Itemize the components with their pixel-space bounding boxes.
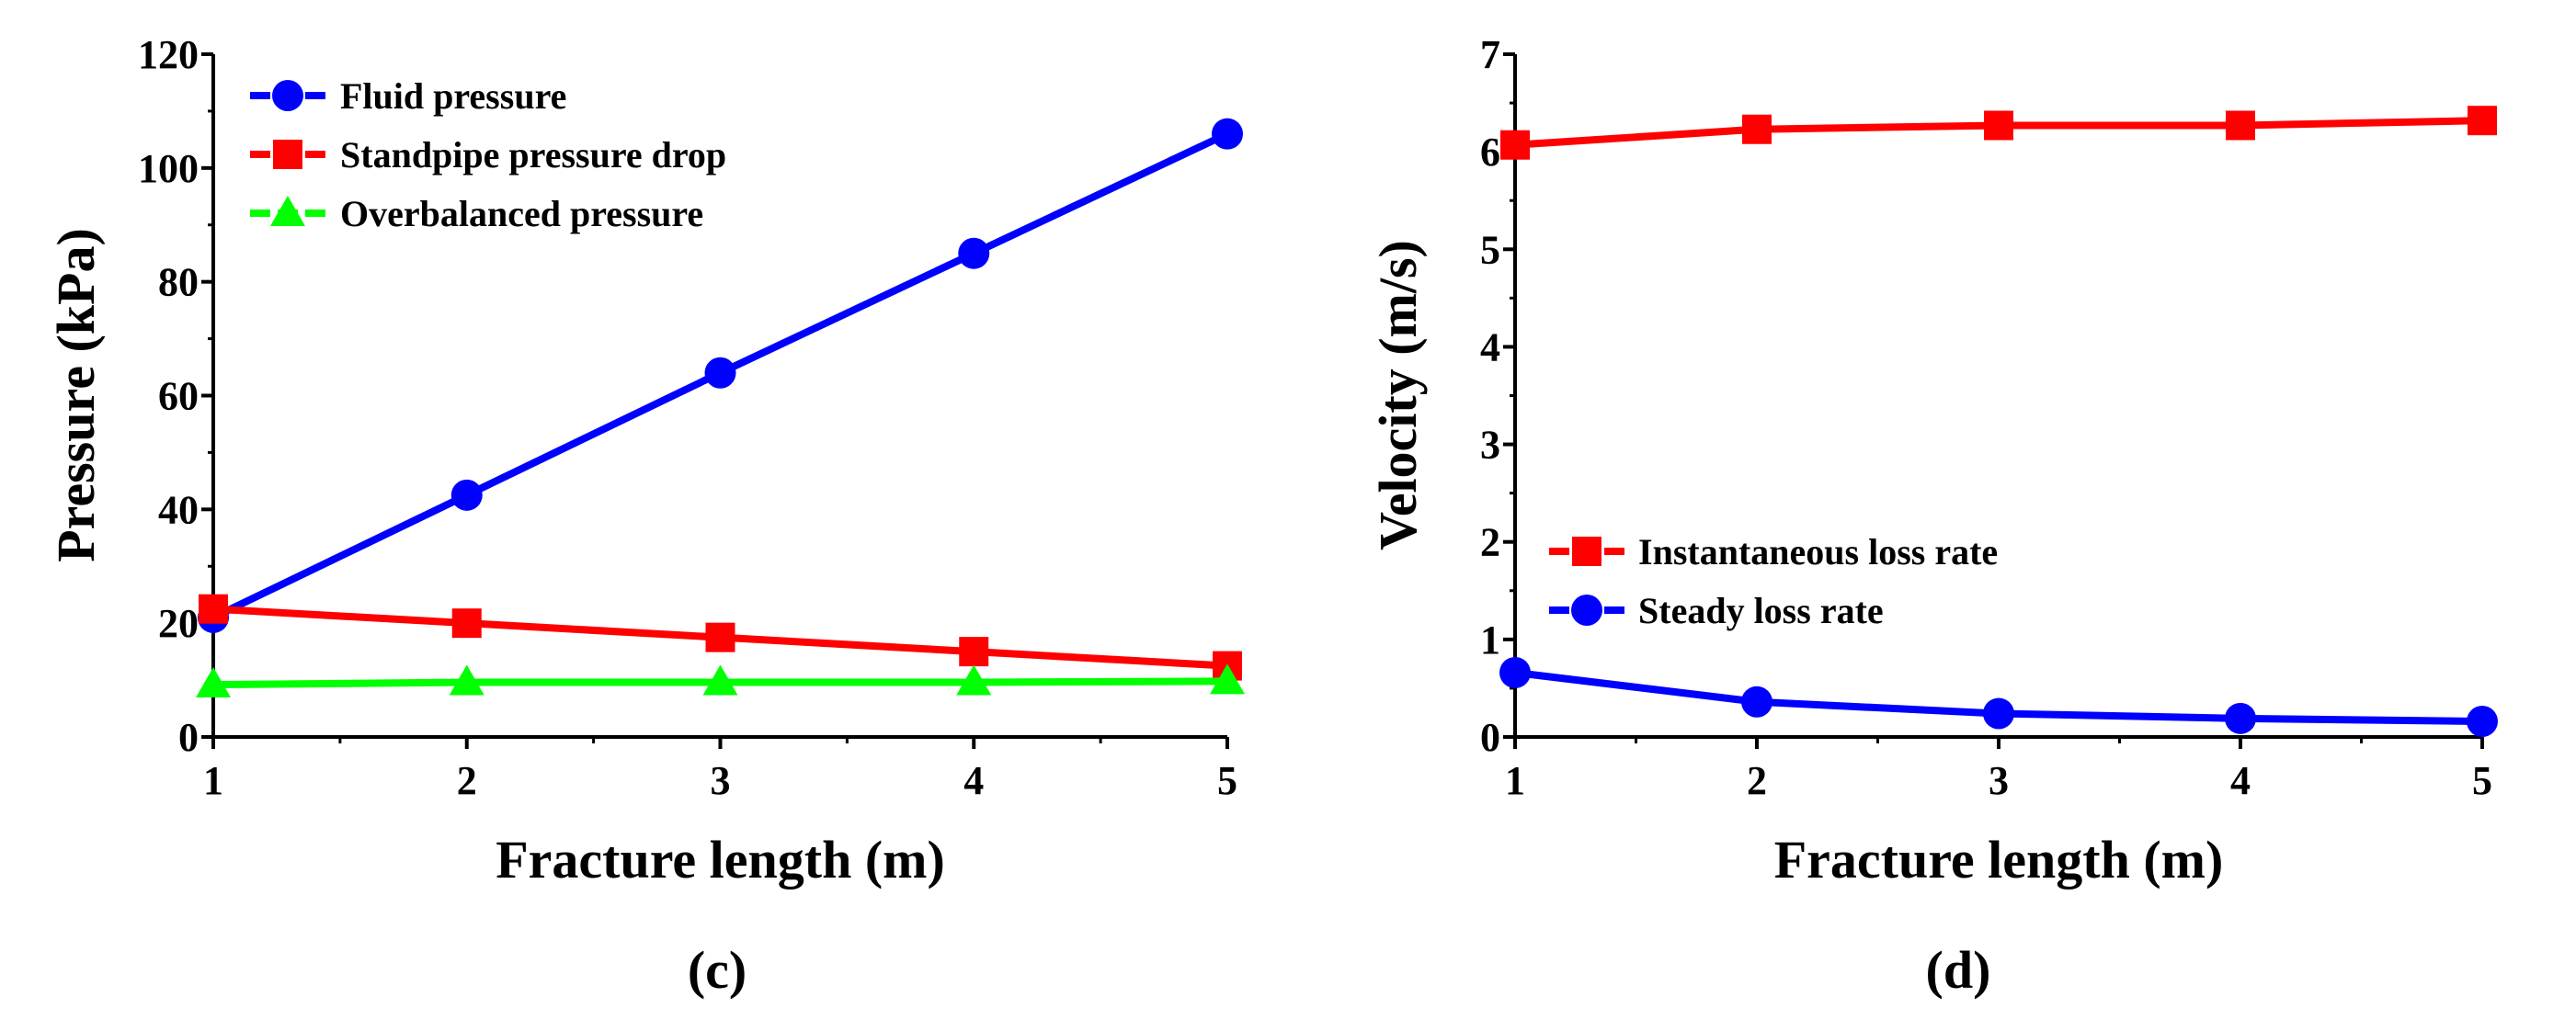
legend-label: Instantaneous loss rate	[1638, 531, 1998, 572]
legend-label: Overbalanced pressure	[340, 193, 703, 234]
legend-label: Steady loss rate	[1638, 590, 1884, 631]
data-point-circle	[704, 357, 736, 389]
legend-label: Fluid pressure	[340, 75, 566, 117]
legend-marker-square	[1572, 537, 1601, 566]
y-tick-label: 1	[1480, 618, 1500, 663]
x-tick-label: 5	[1217, 758, 1237, 803]
panel-label: (c)	[688, 940, 747, 1000]
data-point-square	[959, 637, 989, 667]
data-point-square	[451, 608, 482, 639]
y-axis-title: Pressure (kPa)	[46, 228, 106, 562]
data-point-circle	[958, 237, 990, 269]
x-tick-label: 2	[1747, 758, 1767, 803]
data-point-square	[1500, 130, 1530, 160]
data-point-triangle	[702, 664, 738, 696]
data-point-circle	[450, 479, 483, 511]
chart-pressure-panel-c: 0 20 40 60 80 100 120 1 2 3 4 5 Fracture length (m) P…	[46, 32, 1245, 1000]
y-axis-title: Velocity (m/s)	[1368, 240, 1428, 550]
y-tick-label: 7	[1480, 32, 1500, 77]
x-tick-label: 4	[2230, 758, 2251, 803]
legend-marker-square	[273, 140, 302, 169]
data-point-circle	[1212, 118, 1243, 150]
data-point-square	[1742, 114, 1772, 144]
x-axis-title: Fracture length (m)	[496, 830, 945, 890]
y-tick-label: 60	[158, 374, 199, 419]
data-point-triangle	[449, 664, 484, 696]
data-point-square	[2468, 106, 2497, 136]
data-point-triangle	[196, 667, 231, 698]
data-point-circle	[1741, 686, 1772, 718]
y-tick-label: 4	[1480, 324, 1500, 369]
y-tick-label: 80	[158, 260, 199, 305]
x-axis-title: Fracture length (m)	[1774, 830, 2224, 890]
data-point-square	[199, 594, 228, 624]
legend-label: Standpipe pressure drop	[340, 134, 726, 176]
legend-marker-circle	[272, 80, 303, 111]
y-tick-label: 0	[178, 715, 199, 760]
y-tick-label: 6	[1480, 130, 1500, 175]
data-point-square	[2226, 110, 2255, 141]
y-tick-label: 2	[1480, 520, 1500, 565]
legend-marker-circle	[1571, 595, 1602, 626]
y-tick-label: 5	[1480, 227, 1500, 272]
x-tick-label: 1	[203, 758, 223, 803]
y-tick-label: 0	[1480, 715, 1500, 760]
data-point-square	[705, 622, 735, 652]
data-point-circle	[1983, 697, 2014, 730]
data-point-circle	[2225, 702, 2256, 734]
y-tick-label: 3	[1480, 423, 1500, 468]
data-point-circle	[2467, 706, 2498, 738]
data-point-circle	[1499, 656, 1531, 688]
legend-marker-triangle	[270, 196, 305, 226]
y-tick-label: 100	[138, 146, 199, 191]
y-tick-label: 20	[158, 601, 199, 646]
x-tick-label: 2	[457, 758, 477, 803]
x-tick-label: 5	[2472, 758, 2492, 803]
x-tick-label: 1	[1505, 758, 1525, 803]
data-point-triangle	[1210, 663, 1245, 695]
y-tick-label: 120	[138, 32, 199, 77]
data-point-square	[1984, 110, 2013, 141]
x-tick-label: 3	[711, 758, 731, 803]
x-tick-label: 3	[1989, 758, 2009, 803]
data-point-triangle	[956, 664, 992, 696]
y-tick-label: 40	[158, 487, 199, 532]
panel-label: (d)	[1926, 940, 1991, 1000]
x-tick-label: 4	[963, 758, 984, 803]
